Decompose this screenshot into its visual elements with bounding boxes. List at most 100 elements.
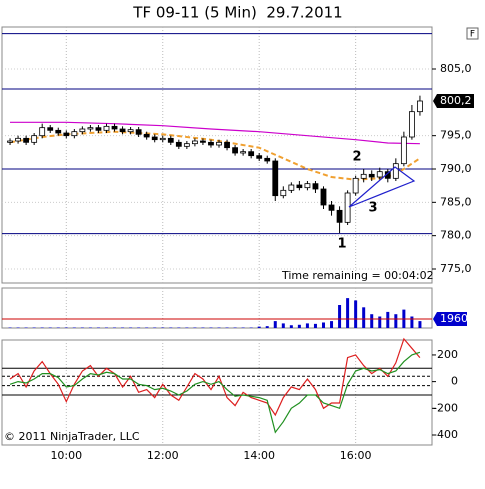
candle-body (288, 184, 295, 191)
volume-bar (362, 307, 366, 328)
candle-body (368, 173, 375, 178)
volume-bar (321, 322, 325, 328)
candle-body (79, 128, 86, 133)
candle-body (111, 125, 118, 130)
candle-body (264, 157, 271, 162)
candle-body (31, 135, 38, 143)
candle-body (280, 189, 287, 197)
candle-body (151, 136, 158, 141)
candle-body (47, 127, 54, 131)
candle-body (191, 140, 198, 145)
x-tick-label: 14:00 (243, 449, 275, 462)
y-tick-label: 805,0 (440, 62, 472, 75)
candle-body (200, 140, 206, 143)
chart-title: TF 09-11 (5 Min) 29.7.2011 (132, 4, 342, 22)
candle-body (376, 171, 383, 178)
y-tick-label: 775,0 (440, 262, 472, 275)
volume-bar (289, 325, 293, 328)
y-tick-label: 780,0 (440, 229, 472, 242)
candle-body (240, 151, 247, 154)
candle-body (143, 133, 150, 138)
candle-body (167, 137, 174, 143)
volume-bar (338, 305, 342, 328)
y-tick-label: -400 (433, 428, 458, 441)
candle-body (304, 183, 311, 189)
y-tick-label: -200 (433, 401, 458, 414)
volume-bar (394, 314, 398, 328)
triangle-drawing (348, 166, 416, 208)
y-tick-label: 790,0 (440, 162, 472, 175)
volume-bar (297, 324, 301, 328)
candle-body (55, 129, 62, 134)
candle-body (7, 140, 13, 143)
volume-panel (1, 287, 433, 329)
volume-bar (313, 323, 317, 328)
volume-bar (257, 326, 261, 328)
candle-body (400, 136, 407, 165)
volume-bar (418, 321, 422, 328)
candle-body (256, 155, 263, 159)
candle-body (87, 127, 94, 130)
annotation: 1 (337, 237, 346, 252)
volume-bar (330, 321, 334, 328)
candle-body (183, 143, 190, 147)
candle-body (296, 184, 303, 189)
candle-body (127, 129, 134, 133)
candle-body (320, 188, 327, 206)
candle-body (248, 151, 255, 157)
price-panel (1, 26, 433, 284)
y-tick-label: 200 (437, 348, 458, 361)
candle-body (336, 209, 343, 223)
volume-bar (354, 300, 358, 328)
volume-bar (281, 323, 285, 328)
candle-body (208, 141, 214, 146)
last-price-marker (433, 94, 474, 108)
candle-body (119, 128, 126, 133)
y-tick-label: 785,0 (440, 195, 472, 208)
x-tick-label: 12:00 (147, 449, 179, 462)
candle-body (135, 129, 142, 135)
candle-body (409, 111, 415, 138)
candle-body (392, 163, 399, 179)
volume-bar (370, 314, 374, 328)
moving-average (10, 121, 420, 145)
plot-layer: 10:00 12:00 14:00 16:00 775,0 780,0 785,0 790,0… (2, 27, 474, 462)
candle-body (159, 137, 166, 141)
last-price-label: 800,2 (440, 94, 472, 107)
candle-body (352, 177, 359, 194)
candle-body (95, 127, 102, 131)
volume-marker-label: 1960 (440, 312, 468, 325)
candle-body (39, 127, 46, 137)
y-tick-label: 795,0 (440, 129, 472, 142)
candle-body (71, 131, 78, 137)
candle-body (360, 173, 367, 179)
volume-bar (273, 321, 277, 328)
button[interactable] (466, 27, 479, 40)
volume-bar (410, 316, 414, 328)
time-remaining: Time remaining = 00:04:02 (281, 269, 434, 282)
candle-body (232, 147, 238, 154)
candle-body (344, 192, 351, 223)
candle-body (312, 183, 319, 190)
candle-body (103, 125, 110, 131)
candle-body (328, 204, 335, 211)
copyright: © 2011 NinjaTrader, LLC (4, 430, 140, 443)
volume-bar (265, 326, 269, 328)
indicator-panel (1, 339, 433, 446)
volume-bar (305, 323, 309, 328)
volume-marker (433, 311, 467, 326)
candle-body (15, 137, 21, 142)
indicator-line (9, 351, 421, 434)
volume-bar (378, 316, 382, 328)
x-tick-label: 10:00 (50, 449, 82, 462)
volume-bar (346, 298, 350, 328)
candle-body (63, 132, 70, 137)
candle-body (175, 141, 182, 147)
candle-body (417, 100, 423, 113)
button-label[interactable]: F (470, 30, 475, 40)
candle-body (272, 160, 279, 197)
candle-body (23, 137, 30, 143)
volume-bar (386, 311, 390, 328)
annotation: 3 (368, 201, 377, 216)
